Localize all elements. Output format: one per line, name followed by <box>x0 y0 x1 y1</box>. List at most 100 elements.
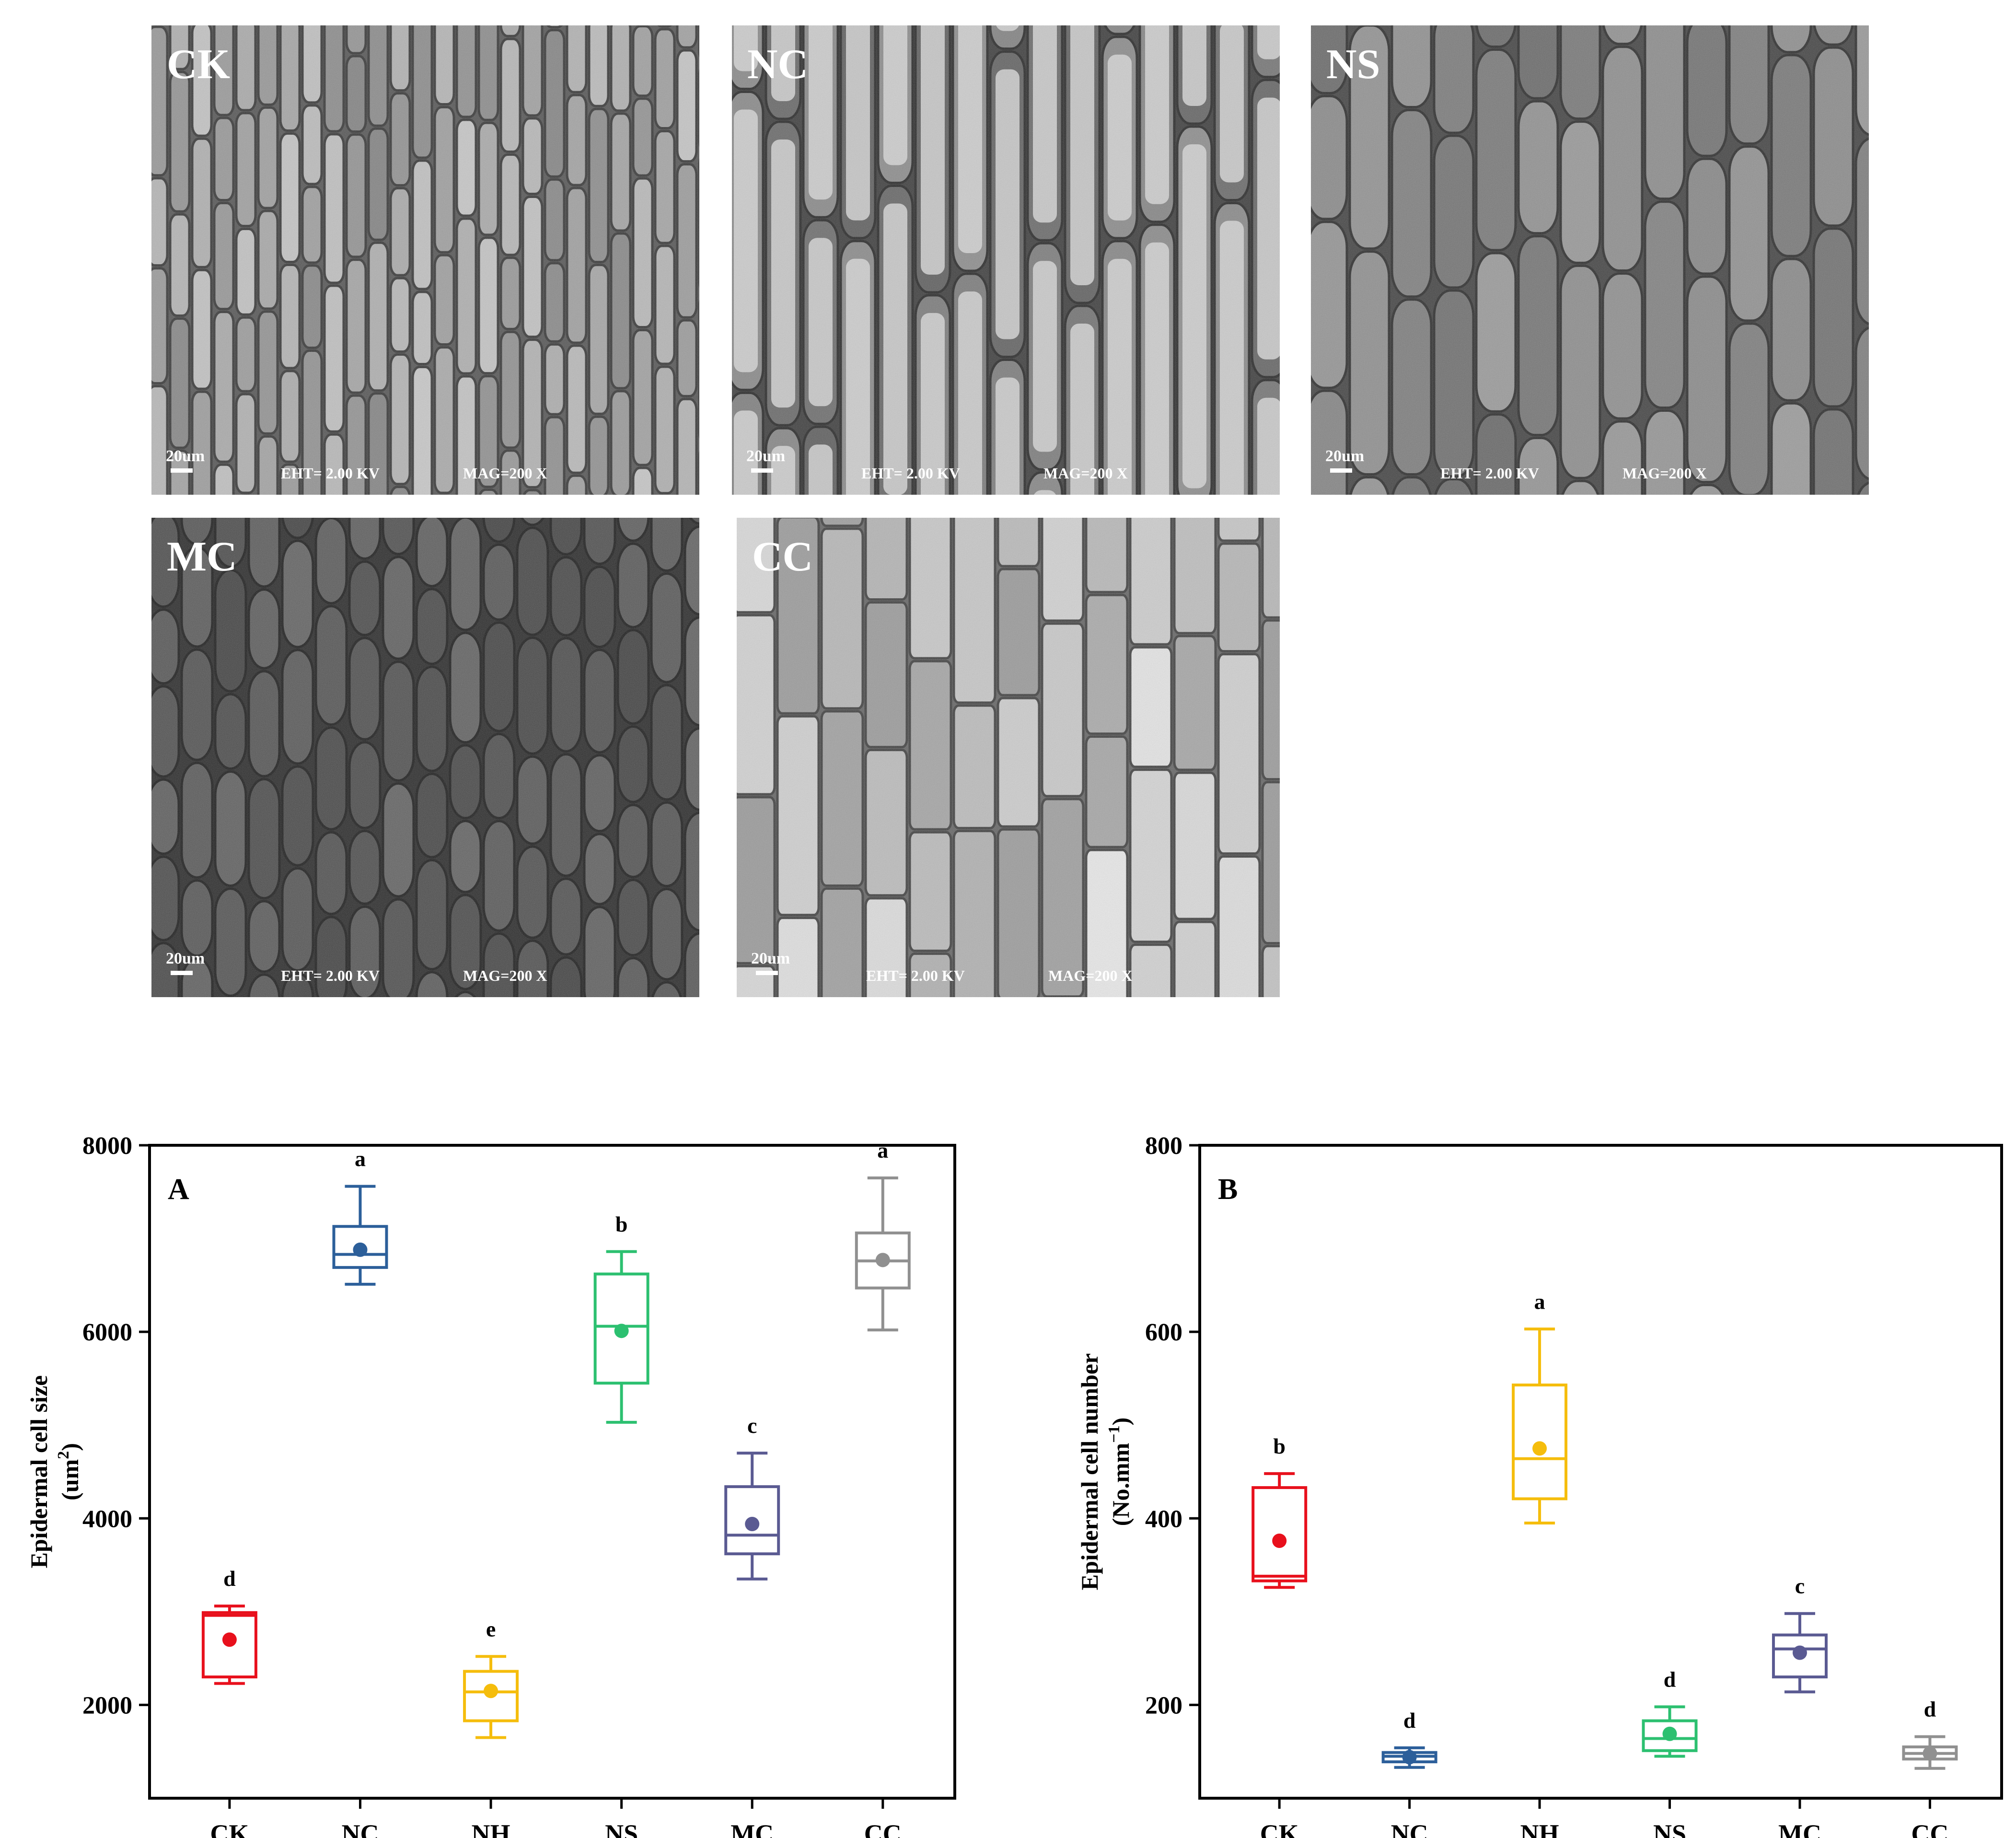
scale-bar-label: 20um <box>166 447 205 465</box>
scale-bar-label: 20um <box>746 447 785 465</box>
significance-letter: b <box>615 1212 628 1236</box>
y-axis-unit: (um2) <box>55 1443 83 1501</box>
x-tick-label: NC <box>341 1819 379 1838</box>
mean-point <box>222 1632 237 1647</box>
box-cc: d <box>1902 1697 1958 1770</box>
micrograph-mc: MC 20um EHT= 2.00 KV MAG=200 X <box>151 518 699 997</box>
eht-label: EHT= 2.00 KV <box>861 465 960 482</box>
y-axis-unit: (No.mm−1) <box>1105 1418 1134 1526</box>
plot-frame <box>148 1144 956 1800</box>
significance-letter: c <box>1795 1574 1805 1598</box>
iqr-box <box>1642 1719 1698 1752</box>
iqr-box <box>724 1485 780 1556</box>
box-nc: d <box>1381 1708 1437 1769</box>
micrograph-grid: CK 20um EHT= 2.00 KV MAG=200 X NC 20um EHT= 2.… <box>151 25 1869 997</box>
x-tick-label: NH <box>472 1819 510 1838</box>
micrograph-title: MC <box>167 534 237 580</box>
y-tick-label: 8000 <box>82 1132 132 1160</box>
scale-bar-label: 20um <box>1325 447 1364 465</box>
mean-point <box>1532 1441 1547 1456</box>
box-mc: c <box>1772 1574 1828 1694</box>
mean-point <box>875 1253 890 1268</box>
y-tick-label: 4000 <box>82 1505 132 1533</box>
mag-label: MAG=200 X <box>463 465 547 482</box>
mean-point <box>484 1684 498 1698</box>
scale-bar <box>1330 468 1352 473</box>
significance-letter: a <box>877 1138 888 1163</box>
mean-point <box>1923 1746 1937 1761</box>
box-nh: a <box>1512 1289 1568 1525</box>
y-axis-title: Epidermal cell size <box>25 1375 52 1569</box>
scale-bar-label: 20um <box>166 950 205 967</box>
significance-letter: e <box>486 1617 496 1641</box>
scale-bar <box>171 468 193 473</box>
scale-bar <box>751 468 773 473</box>
micrograph-title: CK <box>167 41 230 88</box>
mean-point <box>1792 1645 1807 1660</box>
boxplot-charts: A 2000 4000 6000 8000 CK NC NH NS MC CC Epidermal c… <box>25 1132 2003 1838</box>
box-ns: d <box>1642 1667 1698 1758</box>
significance-letter: a <box>1534 1289 1545 1314</box>
mean-point <box>614 1324 629 1338</box>
x-tick-label: CC <box>864 1819 902 1838</box>
mean-point <box>1402 1750 1417 1765</box>
scale-bar <box>756 971 778 975</box>
mag-label: MAG=200 X <box>1622 465 1707 482</box>
significance-letter: d <box>1403 1708 1416 1733</box>
significance-letter: a <box>355 1147 366 1171</box>
mean-point <box>1272 1533 1287 1548</box>
y-tick-label: 200 <box>1145 1692 1182 1719</box>
micrograph-nc: NC 20um EHT= 2.00 KV MAG=200 X <box>732 25 1280 495</box>
scale-bar-label: 20um <box>751 950 790 967</box>
eht-label: EHT= 2.00 KV <box>281 967 380 984</box>
mean-point <box>353 1242 368 1257</box>
mean-point <box>1662 1726 1677 1741</box>
micrograph-title: NC <box>747 41 808 88</box>
plot-frame <box>1198 1144 2003 1800</box>
x-tick-label: CC <box>1911 1819 1948 1838</box>
x-tick-label: MC <box>730 1819 774 1838</box>
significance-letter: d <box>223 1566 236 1591</box>
box-nh: e <box>463 1617 519 1739</box>
box-mc: c <box>724 1413 780 1581</box>
box-ck: b <box>1251 1434 1308 1589</box>
mag-label: MAG=200 X <box>463 967 547 984</box>
x-tick-label: CK <box>1260 1819 1299 1838</box>
chart-a: A 2000 4000 6000 8000 CK NC NH NS MC CC Epidermal c… <box>25 1132 956 1838</box>
box-ns: b <box>593 1212 649 1424</box>
panel-label: A <box>168 1173 189 1206</box>
x-tick-label: NC <box>1391 1819 1428 1838</box>
x-tick-label: NH <box>1520 1819 1559 1838</box>
micrograph-title: CC <box>752 534 813 580</box>
x-tick-label: MC <box>1778 1819 1821 1838</box>
y-tick-label: 6000 <box>82 1319 132 1346</box>
y-tick-label: 2000 <box>82 1692 132 1719</box>
y-tick-label: 400 <box>1145 1505 1182 1533</box>
x-tick-label: CK <box>210 1819 249 1838</box>
eht-label: EHT= 2.00 KV <box>1440 465 1539 482</box>
significance-letter: b <box>1273 1434 1286 1458</box>
micrograph-ns: NS 20um EHT= 2.00 KV MAG=200 X <box>1311 25 1869 495</box>
box-cc: a <box>855 1138 911 1332</box>
mag-label: MAG=200 X <box>1048 967 1133 984</box>
mean-point <box>745 1516 760 1531</box>
micrograph-title: NS <box>1326 41 1380 88</box>
y-tick-label: 800 <box>1145 1132 1182 1160</box>
panel-label: B <box>1218 1173 1238 1206</box>
box-nc: a <box>332 1147 388 1286</box>
eht-label: EHT= 2.00 KV <box>866 967 965 984</box>
scale-bar <box>171 971 193 975</box>
eht-label: EHT= 2.00 KV <box>281 465 380 482</box>
mag-label: MAG=200 X <box>1043 465 1128 482</box>
significance-letter: d <box>1664 1667 1676 1691</box>
x-tick-label: NS <box>605 1819 638 1838</box>
micrograph-cc: CC 20um EHT= 2.00 KV MAG=200 X <box>737 518 1280 997</box>
significance-letter: c <box>747 1413 757 1438</box>
significance-letter: d <box>1924 1697 1936 1722</box>
box-ck: d <box>201 1566 257 1685</box>
y-axis-title: Epidermal cell number <box>1076 1353 1103 1590</box>
y-tick-label: 600 <box>1145 1319 1182 1346</box>
x-tick-label: NS <box>1653 1819 1686 1838</box>
micrograph-ck: CK 20um EHT= 2.00 KV MAG=200 X <box>151 25 699 495</box>
